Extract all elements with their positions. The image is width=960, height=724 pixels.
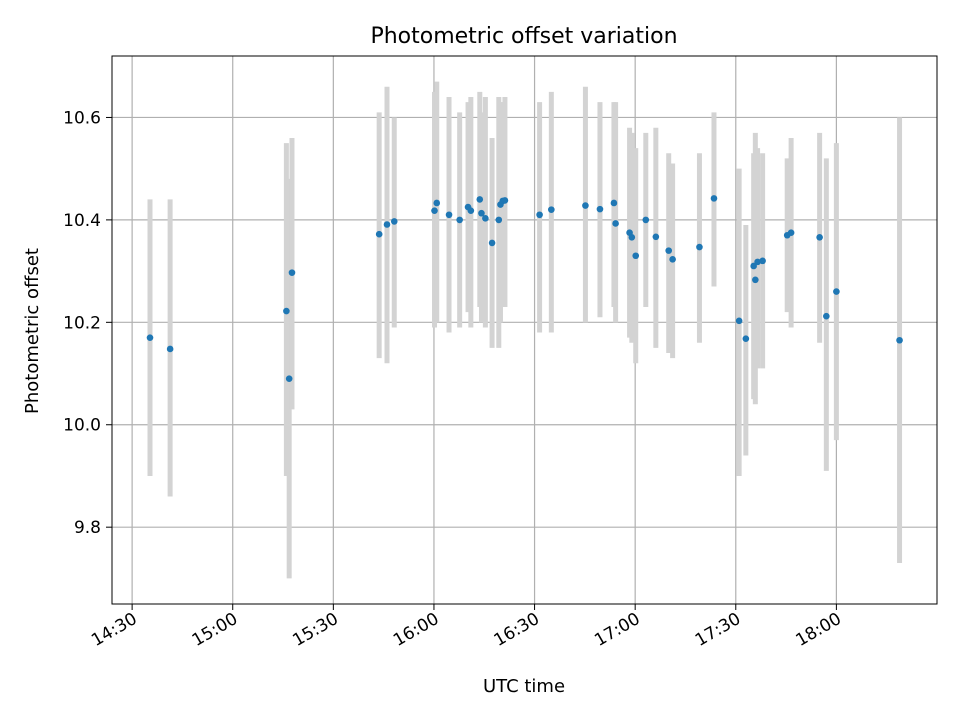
chart-title: Photometric offset variation — [370, 24, 677, 49]
data-point — [610, 199, 618, 207]
x-axis-label: UTC time — [483, 676, 565, 697]
plot-frame — [111, 55, 938, 605]
data-point — [383, 221, 391, 228]
data-point — [710, 195, 718, 202]
data-point — [596, 205, 604, 213]
data-point — [816, 234, 823, 241]
data-point — [750, 262, 757, 270]
y-tick-label: 10.2 — [63, 313, 101, 333]
data-point — [375, 230, 383, 238]
data-point — [754, 258, 761, 266]
data-point — [612, 220, 619, 227]
data-point — [283, 307, 290, 315]
data-point — [896, 336, 903, 344]
data-point — [652, 233, 660, 241]
data-point — [548, 206, 555, 213]
data-point — [501, 197, 509, 204]
data-point — [482, 215, 489, 222]
data-point — [669, 256, 676, 263]
data-point — [752, 276, 759, 284]
data-point — [833, 288, 840, 295]
data-point — [166, 345, 174, 353]
data-point — [759, 257, 766, 265]
y-axis-ticks: 9.8 10.0 10.2 10.4 10.6 — [63, 108, 112, 538]
data-points — [146, 195, 903, 382]
y-tick-label: 10.6 — [63, 108, 101, 128]
y-axis-label: Photometric offset — [22, 248, 43, 414]
data-point — [478, 209, 485, 217]
data-point — [285, 375, 293, 382]
data-point — [536, 211, 543, 219]
data-point — [823, 312, 830, 320]
data-point — [742, 335, 750, 343]
y-tick-label: 10.4 — [63, 211, 101, 231]
y-tick-label: 10.0 — [63, 416, 101, 436]
data-point — [582, 202, 589, 209]
data-point — [642, 216, 650, 224]
y-tick-label: 9.8 — [74, 518, 101, 538]
data-point — [495, 216, 503, 224]
data-point — [632, 252, 640, 260]
data-point — [665, 247, 673, 254]
data-point — [787, 229, 795, 236]
data-point — [445, 211, 453, 219]
data-point — [146, 334, 154, 341]
data-point — [431, 207, 438, 214]
data-point — [456, 216, 463, 224]
data-point — [467, 207, 475, 214]
data-point — [628, 234, 636, 241]
data-point — [696, 243, 703, 251]
data-point — [288, 269, 296, 276]
data-point — [488, 239, 496, 247]
data-point — [735, 317, 743, 325]
data-point — [433, 199, 441, 207]
data-point — [476, 196, 484, 203]
data-point — [390, 218, 398, 225]
